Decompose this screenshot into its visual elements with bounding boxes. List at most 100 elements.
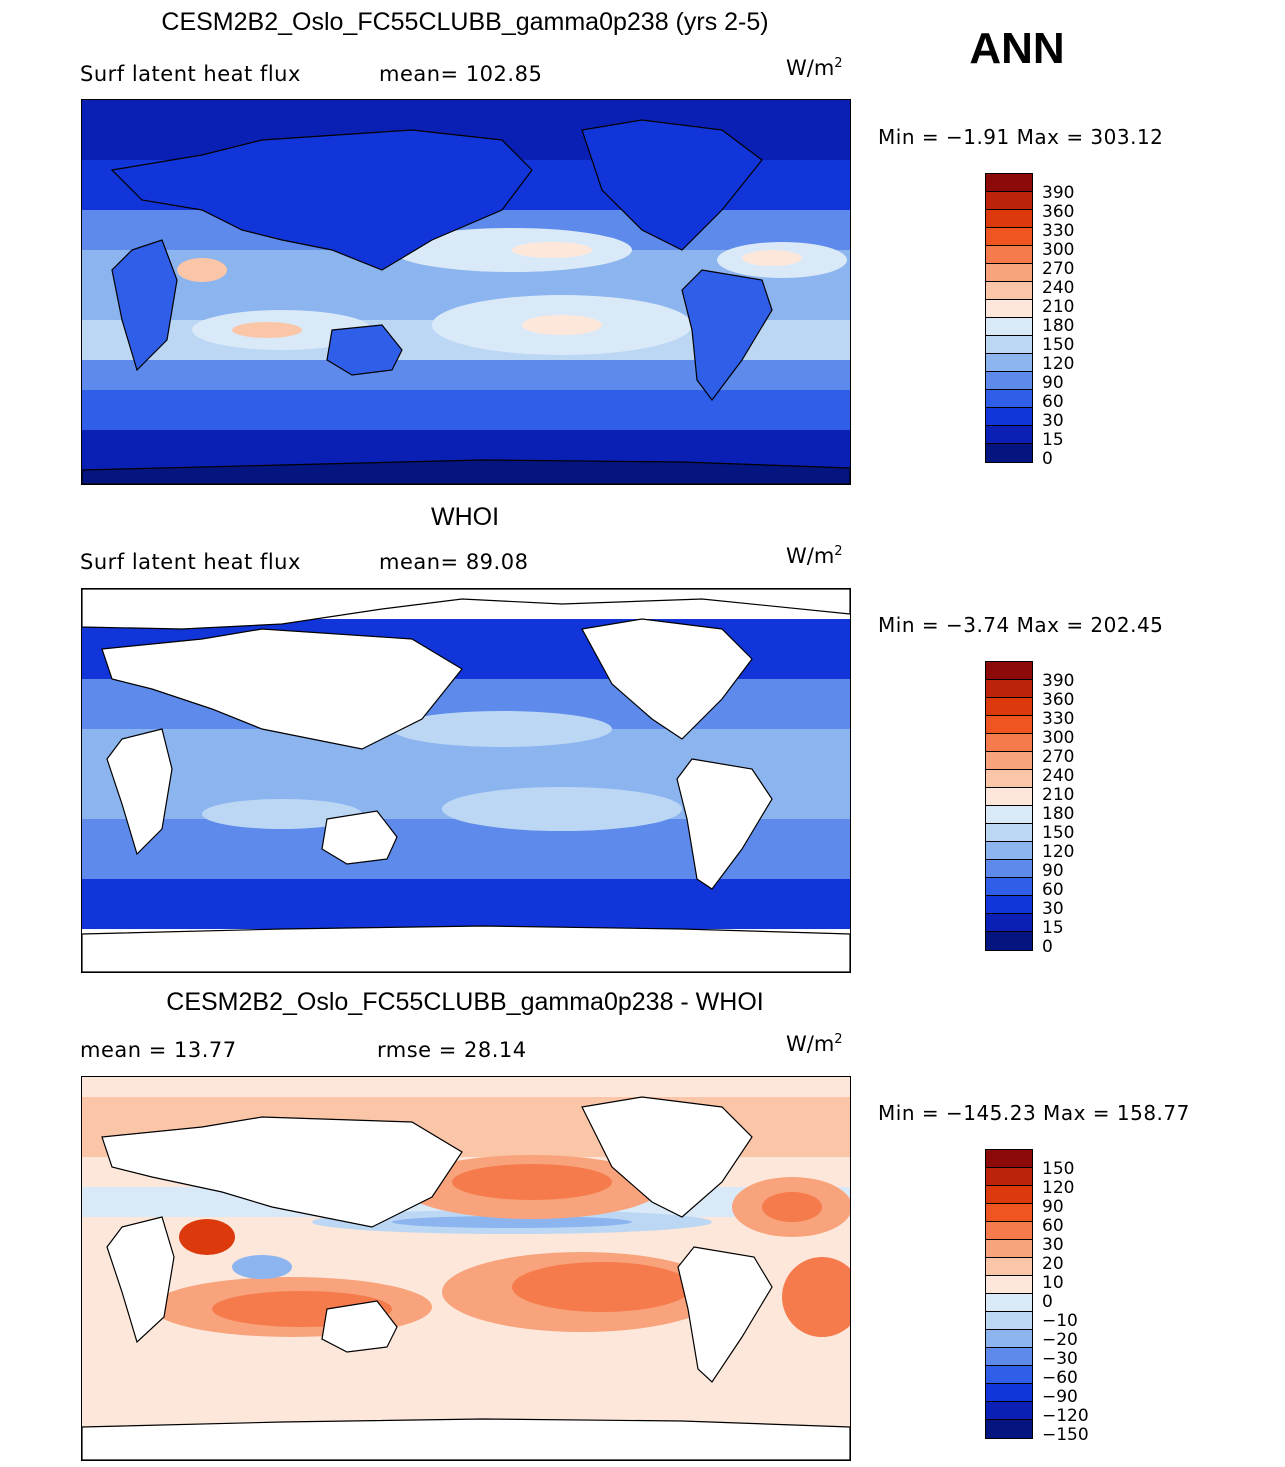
colorbar-tick-label: 150 [1042,823,1075,843]
colorbar-tick-label: 0 [1042,1292,1053,1312]
colorbar-tick-label: 0 [1042,449,1053,469]
colorbar-swatch [986,1150,1032,1168]
colorbar-swatch [986,174,1032,192]
colorbar-swatch [986,1330,1032,1348]
colorbar-tick-label: 210 [1042,785,1075,805]
colorbar-tick-label: 15 [1042,430,1064,450]
colorbar-tick-label: −90 [1042,1387,1078,1407]
colorbar-tick-label: 60 [1042,1216,1064,1236]
colorbar-swatch [986,1276,1032,1294]
panel-3-colorbar-labels: 150 120 90 60 30 20 10 0 −10 −20 −30 −60 −90 −120 −150 [1042,1160,1089,1445]
colorbar-tick-label: 15 [1042,918,1064,938]
colorbar-swatch [986,770,1032,788]
colorbar-swatch [986,1186,1032,1204]
colorbar-tick-label: 10 [1042,1273,1064,1293]
colorbar-swatch [986,806,1032,824]
colorbar-tick-label: 210 [1042,297,1075,317]
colorbar-tick-label: 60 [1042,880,1064,900]
panel-3-colorbar [985,1149,1033,1439]
colorbar-tick-label: 20 [1042,1254,1064,1274]
colorbar-swatch [986,734,1032,752]
colorbar-swatch [986,1240,1032,1258]
colorbar-tick-label: 30 [1042,1235,1064,1255]
colorbar-tick-label: 150 [1042,335,1075,355]
colorbar-swatch [986,1312,1032,1330]
colorbar-swatch [986,408,1032,426]
colorbar-swatch [986,1402,1032,1420]
colorbar-swatch [986,318,1032,336]
panel-3-map-svg [82,1077,850,1460]
colorbar-swatch [986,896,1032,914]
colorbar-swatch [986,426,1032,444]
colorbar-swatch [986,914,1032,932]
colorbar-swatch [986,1168,1032,1186]
colorbar-tick-label: 360 [1042,202,1075,222]
panel-1-title: CESM2B2_Oslo_FC55CLUBB_gamma0p238 (yrs 2… [161,8,769,36]
panel-3-title: CESM2B2_Oslo_FC55CLUBB_gamma0p238 - WHOI [166,988,764,1016]
colorbar-swatch [986,716,1032,734]
colorbar-swatch [986,300,1032,318]
panel-2-minmax: Min = −3.74 Max = 202.45 [878,613,1164,637]
colorbar-swatch [986,1366,1032,1384]
colorbar-tick-label: 120 [1042,354,1075,374]
colorbar-tick-label: 240 [1042,766,1075,786]
colorbar-tick-label: 120 [1042,1178,1075,1198]
colorbar-tick-label: 60 [1042,392,1064,412]
panel-3-units: W/m2 [786,1032,843,1056]
colorbar-swatch [986,824,1032,842]
colorbar-swatch [986,1294,1032,1312]
colorbar-tick-label: −20 [1042,1330,1078,1350]
colorbar-swatch [986,210,1032,228]
panel-1-variable: Surf latent heat flux [80,62,301,86]
colorbar-swatch [986,860,1032,878]
colorbar-swatch [986,680,1032,698]
colorbar-swatch [986,1222,1032,1240]
colorbar-swatch [986,372,1032,390]
colorbar-swatch [986,752,1032,770]
panel-1-minmax: Min = −1.91 Max = 303.12 [878,125,1164,149]
colorbar-swatch [986,336,1032,354]
colorbar-swatch [986,788,1032,806]
colorbar-tick-label: −60 [1042,1368,1078,1388]
panel-2-mean: mean= 89.08 [379,550,529,574]
colorbar-swatch [986,192,1032,210]
colorbar-tick-label: 120 [1042,842,1075,862]
colorbar-tick-label: 360 [1042,690,1075,710]
colorbar-swatch [986,1204,1032,1222]
panel-1-units: W/m2 [786,56,843,80]
panel-2-title: WHOI [430,503,500,531]
season-label: ANN [969,24,1065,73]
colorbar-tick-label: 150 [1042,1159,1075,1179]
colorbar-swatch [986,1258,1032,1276]
colorbar-swatch [986,444,1032,462]
colorbar-tick-label: 90 [1042,1197,1064,1217]
colorbar-tick-label: 180 [1042,316,1075,336]
colorbar-tick-label: −10 [1042,1311,1078,1331]
colorbar-swatch [986,390,1032,408]
colorbar-swatch [986,662,1032,680]
colorbar-tick-label: 240 [1042,278,1075,298]
panel-2-units: W/m2 [786,544,843,568]
colorbar-swatch [986,1420,1032,1438]
colorbar-tick-label: 270 [1042,747,1075,767]
panel-1-mean: mean= 102.85 [379,62,543,86]
colorbar-swatch [986,264,1032,282]
colorbar-tick-label: 90 [1042,861,1064,881]
panel-1-colorbar-labels: 390 360 330 300 270 240 210 180 150 120 90 60 30 15 0 [1042,184,1074,469]
colorbar-tick-label: 300 [1042,728,1075,748]
colorbar-tick-label: 0 [1042,937,1053,957]
panel-1-map [81,99,851,485]
colorbar-tick-label: −150 [1042,1425,1089,1445]
colorbar-swatch [986,1348,1032,1366]
colorbar-tick-label: −120 [1042,1406,1089,1426]
colorbar-tick-label: 390 [1042,671,1075,691]
panel-2-colorbar [985,661,1033,951]
colorbar-swatch [986,842,1032,860]
panel-2-map-svg [82,589,850,972]
panel-3-mean: mean = 13.77 [80,1038,237,1062]
panel-3-map [81,1076,851,1461]
colorbar-swatch [986,932,1032,950]
colorbar-tick-label: 390 [1042,183,1075,203]
colorbar-swatch [986,698,1032,716]
colorbar-tick-label: 270 [1042,259,1075,279]
